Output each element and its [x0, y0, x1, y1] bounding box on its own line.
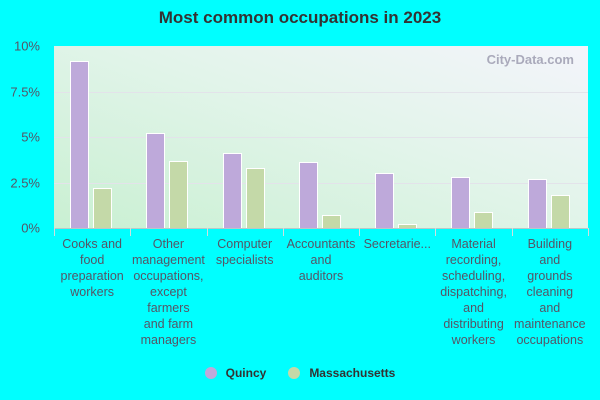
x-label-line: scheduling, — [441, 269, 506, 283]
bar-massachusetts[interactable] — [93, 187, 112, 228]
x-label-line: and — [539, 301, 561, 315]
x-label-line: occupations — [516, 333, 584, 347]
bar-massachusetts[interactable] — [169, 160, 189, 228]
x-tick — [359, 228, 361, 236]
legend-label: Massachusetts — [309, 366, 396, 380]
x-label-line: Computer — [217, 237, 273, 251]
x-label-line: management — [131, 253, 205, 267]
x-label-line: Cooks and — [62, 237, 123, 251]
x-tick-label: Cooks and food preparation workers — [54, 236, 130, 300]
x-label-line: auditors — [298, 269, 344, 283]
bar-quincy[interactable] — [375, 173, 395, 228]
x-tick — [511, 228, 513, 236]
y-tick-label: 5% — [21, 129, 40, 145]
x-label-line: except — [150, 285, 187, 299]
x-label-line: Material — [451, 237, 496, 251]
y-tick-label: 10% — [13, 38, 40, 54]
x-label-line: occupations, — [133, 269, 204, 283]
x-tick-label: Accountants and auditors — [283, 236, 359, 284]
x-tick — [130, 228, 132, 236]
x-label-line: food — [79, 253, 105, 267]
x-label-line: farmers — [147, 301, 190, 315]
x-label-line: and — [310, 253, 332, 267]
x-tick-label: Other management occupations, except farmers… — [130, 236, 206, 348]
x-label-line: managers — [140, 333, 197, 347]
watermark: City-Data.com — [486, 52, 574, 67]
x-label-line: Accountants — [286, 237, 356, 251]
chart-title: Most common occupations in 2023 — [158, 8, 442, 27]
legend-item-quincy[interactable]: Quincy — [204, 366, 267, 380]
bar-massachusetts[interactable] — [550, 195, 570, 228]
x-label-line: preparation — [60, 269, 124, 283]
x-label-line: and — [539, 253, 561, 267]
gridline — [54, 182, 588, 184]
bar-quincy[interactable] — [298, 162, 318, 228]
y-tick-label: 7.5% — [10, 84, 40, 99]
x-tick — [282, 228, 284, 236]
gridline — [54, 137, 588, 138]
x-tick-label: Secretarie... — [359, 236, 435, 252]
x-label-line: Other — [152, 237, 185, 251]
legend-swatch-icon — [204, 367, 217, 379]
x-label-line: cleaning — [526, 285, 574, 299]
x-label-line: workers — [451, 333, 496, 347]
x-tick-label: Computer specialists — [207, 236, 283, 268]
x-label-line: workers — [70, 285, 115, 299]
x-tick — [435, 228, 437, 236]
bar-massachusetts[interactable] — [474, 211, 494, 228]
x-tick-label: Building and grounds cleaning and maintenance… — [512, 236, 588, 348]
x-axis-line — [54, 228, 588, 229]
x-label-line: specialists — [215, 253, 274, 267]
bar-massachusetts[interactable] — [245, 167, 265, 228]
bar-quincy[interactable] — [451, 177, 471, 228]
plot-area: City-Data.com — [54, 46, 588, 228]
x-tick-label: Material recording, scheduling, dispatching… — [435, 236, 511, 348]
bar-quincy[interactable] — [222, 153, 242, 228]
x-label-line: dispatching, — [440, 285, 507, 299]
y-tick-label: 0% — [21, 220, 40, 236]
x-label-line: maintenance — [514, 317, 586, 331]
x-label-line: and — [463, 301, 484, 315]
x-tick — [206, 228, 208, 236]
x-tick — [588, 228, 589, 236]
bar-quincy[interactable] — [146, 133, 166, 228]
x-label-line: distributing — [443, 317, 504, 331]
bar-quincy[interactable] — [70, 60, 89, 228]
x-label-line: and farm — [143, 317, 194, 331]
bar-massachusetts[interactable] — [321, 215, 341, 228]
bar-massachusetts[interactable] — [398, 224, 418, 228]
bar-quincy[interactable] — [527, 178, 547, 228]
x-tick — [54, 228, 55, 236]
x-label-line: grounds — [527, 269, 573, 283]
y-tick-label: 2.5% — [10, 175, 40, 190]
legend-item-massachusetts[interactable]: Massachusetts — [288, 366, 395, 380]
gridline — [54, 91, 588, 93]
legend-label: Quincy — [225, 366, 267, 380]
x-label-line: Secretarie... — [363, 237, 431, 251]
legend-swatch-icon — [288, 367, 301, 379]
x-label-line: Building — [527, 237, 573, 251]
x-label-line: recording, — [445, 253, 502, 267]
legend: Quincy Massachusetts — [0, 366, 600, 380]
